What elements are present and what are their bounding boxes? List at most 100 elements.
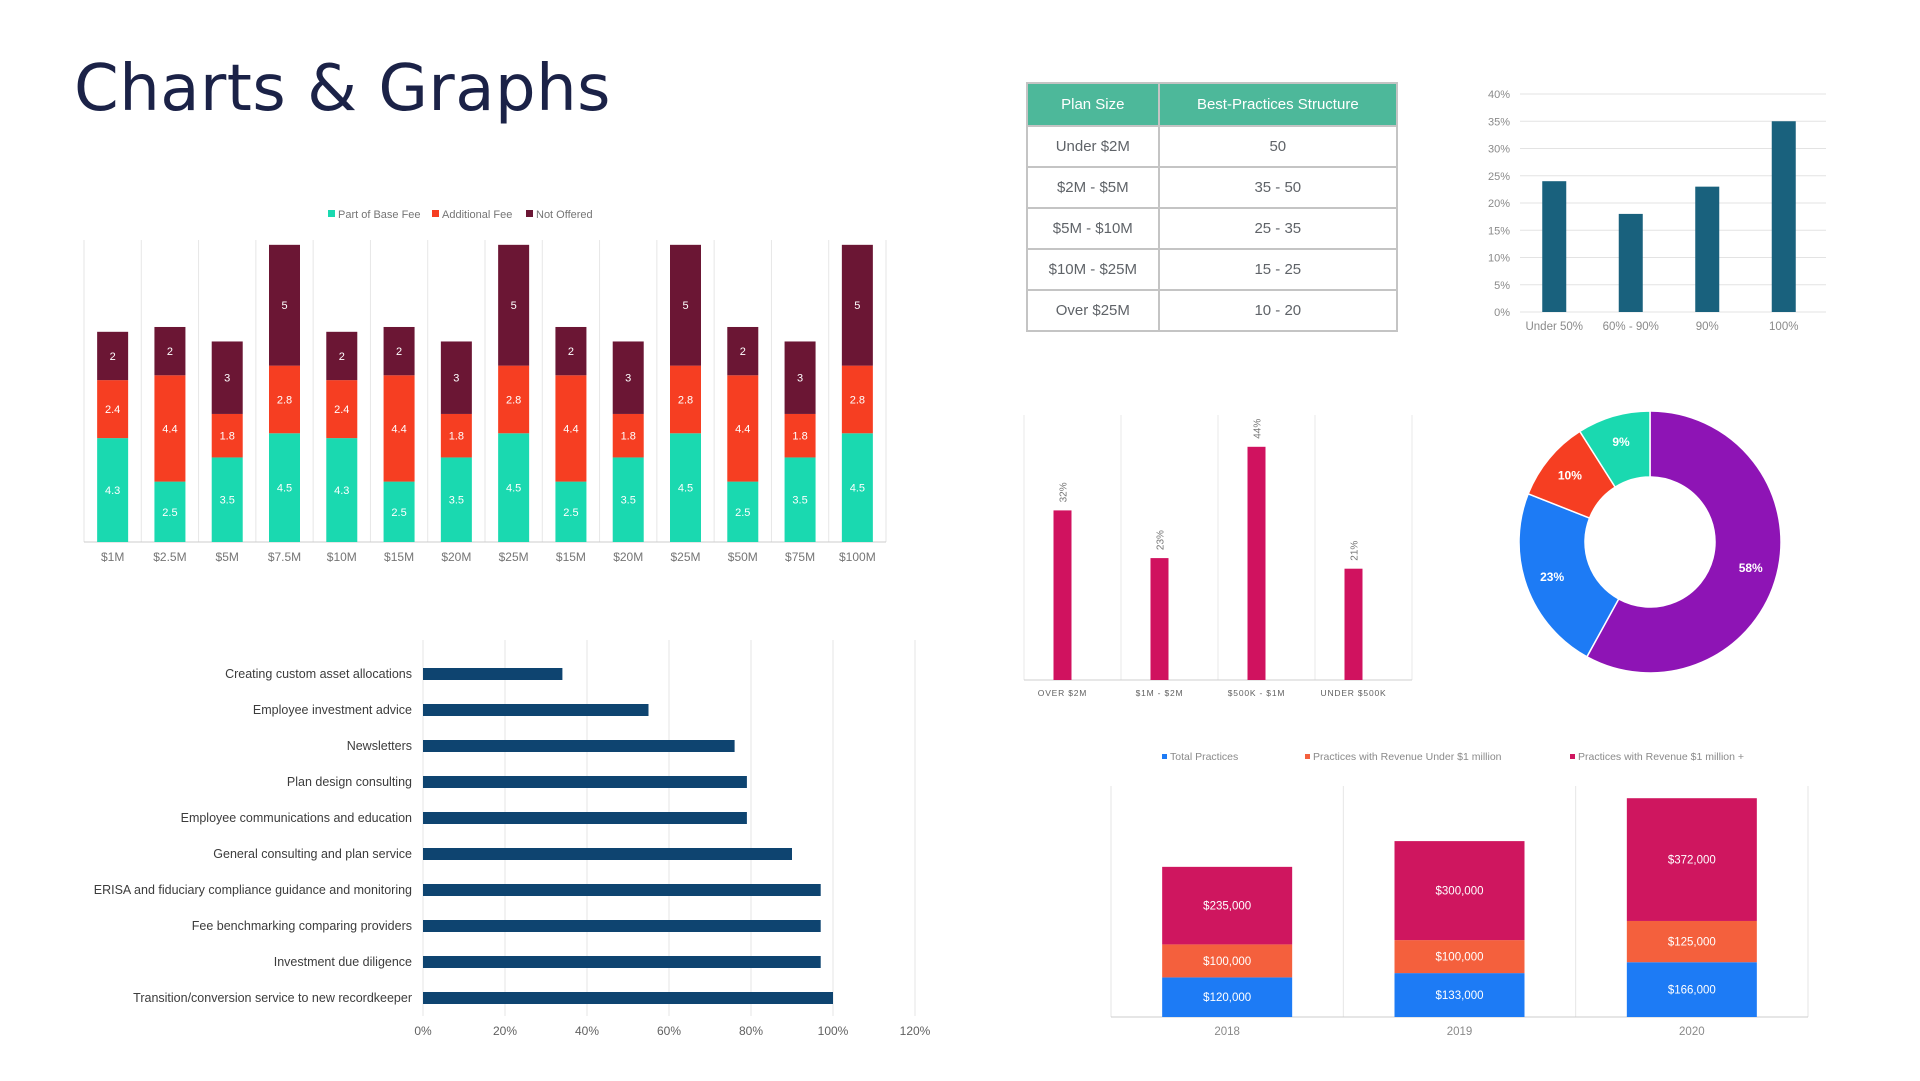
bar-segment	[498, 244, 530, 366]
data-label: 2	[339, 351, 345, 363]
bar-segment	[727, 481, 759, 542]
donut-slice	[1585, 410, 1782, 674]
table-cell: $10M - $25M	[1026, 248, 1160, 291]
legend-swatch	[1305, 754, 1310, 759]
data-label: 32%	[1059, 482, 1070, 502]
data-label: 2	[740, 346, 746, 358]
data-label: 2.8	[277, 394, 292, 406]
x-tick-label: $5M	[216, 550, 239, 564]
donut-slice	[1578, 410, 1651, 489]
data-label: 4.5	[277, 483, 292, 495]
y-tick-label: 20%	[1488, 198, 1510, 210]
table-cell: Over $25M	[1026, 289, 1160, 332]
bar-segment	[269, 365, 300, 434]
bar-segment	[1626, 920, 1757, 963]
x-tick-label: 90%	[1696, 321, 1719, 333]
x-tick-label: $25M	[670, 550, 700, 564]
bar-segment	[440, 413, 472, 458]
y-category-label: Creating custom asset allocations	[225, 667, 412, 681]
legend-swatch	[526, 210, 533, 217]
y-category-label: Plan design consulting	[287, 775, 412, 789]
bar	[1542, 181, 1567, 312]
x-tick-label: $20M	[613, 550, 643, 564]
bar-segment	[383, 326, 415, 376]
bar-segment	[440, 457, 472, 542]
bar-segment	[154, 326, 186, 376]
data-label: $300,000	[1436, 886, 1484, 898]
data-label: 4.5	[506, 483, 521, 495]
bar-segment	[326, 331, 358, 381]
data-label: $125,000	[1668, 937, 1716, 949]
legend-swatch	[1570, 754, 1575, 759]
table-cell: 15 - 25	[1157, 248, 1399, 291]
bar-segment	[670, 433, 701, 542]
legend-swatch	[328, 210, 335, 217]
revenue-stacked-chart: Total Practices Practices with Revenue Un…	[1110, 751, 1809, 1038]
bar-segment	[383, 375, 415, 482]
data-label: 1.8	[449, 431, 464, 443]
data-label: 5	[281, 300, 287, 312]
bar-segment	[784, 413, 816, 458]
data-label: 2	[167, 346, 173, 358]
bar	[1771, 121, 1796, 312]
data-label: 2.8	[506, 394, 521, 406]
data-label: 23%	[1540, 570, 1564, 584]
data-label: 58%	[1739, 561, 1763, 575]
data-label: 2.4	[105, 404, 120, 416]
y-category-label: Investment due diligence	[274, 955, 412, 969]
data-label: 1.8	[792, 431, 807, 443]
data-label: $100,000	[1436, 952, 1484, 964]
x-tick-label: $1M - $2M	[1136, 688, 1184, 698]
size-column-chart: 32% OVER $2M 23% $1M - $2M 44% $500K - $1M 21%…	[1023, 415, 1413, 698]
bar-segment	[727, 326, 759, 376]
bar-segment	[1162, 866, 1293, 945]
y-category-label: ERISA and fiduciary compliance guidance …	[94, 883, 412, 897]
data-label: $100,000	[1203, 956, 1251, 968]
table-row: $5M - $10M 25 - 35	[1026, 207, 1399, 250]
bar-segment	[440, 341, 472, 414]
x-tick-label: 20%	[493, 1024, 517, 1038]
bar-segment	[498, 433, 530, 542]
bar-segment	[1394, 841, 1525, 941]
bar-segment	[97, 380, 129, 439]
x-tick-label: $25M	[499, 550, 529, 564]
legend-label: Additional Fee	[442, 209, 512, 221]
bar	[423, 992, 833, 1004]
data-label: 3.5	[792, 495, 807, 507]
data-label: 4.4	[563, 423, 578, 435]
bar-segment	[1626, 962, 1757, 1017]
table-header-cell: Plan Size	[1026, 82, 1160, 127]
data-label: 2.5	[391, 507, 406, 519]
x-tick-label: $50M	[728, 550, 758, 564]
x-tick-label: 2020	[1679, 1026, 1705, 1038]
data-label: 2	[396, 346, 402, 358]
bar-segment	[841, 365, 873, 434]
data-label: 3	[224, 373, 230, 385]
data-label: 4.5	[850, 483, 865, 495]
data-label: 1.8	[220, 431, 235, 443]
y-tick-label: 5%	[1494, 280, 1510, 292]
bar-segment	[555, 326, 587, 376]
data-label: 5	[511, 300, 517, 312]
bar-segment	[555, 375, 587, 482]
legend-label: Practices with Revenue $1 million +	[1578, 751, 1744, 763]
page-title: Charts & Graphs	[74, 52, 611, 126]
data-label: 5	[854, 300, 860, 312]
bar-segment	[383, 481, 415, 542]
plan-size-table: Plan Size Best-Practices Structure Under…	[1026, 82, 1399, 332]
legend-label: Total Practices	[1170, 751, 1238, 763]
services-hbar-chart: 0% 20% 40% 60% 80% 100% 120% Creating custom as…	[94, 640, 931, 1038]
bar	[1695, 186, 1720, 312]
x-tick-label: $15M	[384, 550, 414, 564]
bar-segment	[154, 481, 186, 542]
legend-swatch	[432, 210, 439, 217]
bar-segment	[670, 365, 701, 434]
data-label: 21%	[1350, 541, 1361, 561]
bar	[1618, 213, 1643, 312]
y-tick-label: 0%	[1494, 307, 1510, 319]
y-tick-label: 35%	[1488, 116, 1510, 128]
data-label: 2.8	[678, 394, 693, 406]
table-cell: 10 - 20	[1157, 289, 1399, 332]
data-label: 9%	[1612, 435, 1630, 449]
y-tick-label: 40%	[1488, 89, 1510, 101]
